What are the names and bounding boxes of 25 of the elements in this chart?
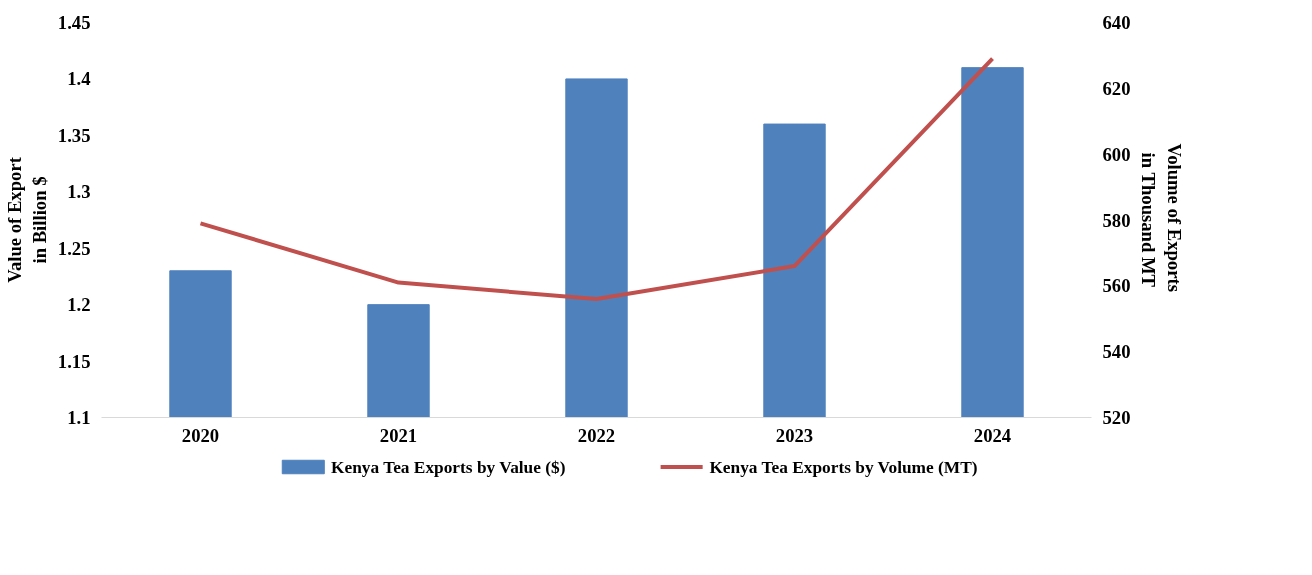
y2-tick-label: 520 <box>1102 407 1131 428</box>
x-tick-label: 2021 <box>379 424 418 446</box>
y2-axis-title: Volume of Exports in Thousand MT <box>1138 143 1185 292</box>
legend-label: Kenya Tea Exports by Volume (MT) <box>709 457 978 477</box>
y-tick-label: 1.25 <box>57 237 91 259</box>
y-tick-label: 1.2 <box>67 294 91 316</box>
y-tick-label: 1.35 <box>57 124 91 146</box>
y2-tick-label: 560 <box>1102 275 1131 297</box>
x-tick-label: 2023 <box>775 424 814 446</box>
y2-tick-label: 540 <box>1102 341 1131 363</box>
x-tick-label: 2024 <box>973 424 1012 446</box>
y-axis-title: Value of Export in Billion $ <box>3 156 50 283</box>
y-tick-label: 1.1 <box>67 407 91 428</box>
y-tick-label: 1.4 <box>67 68 91 90</box>
y2-tick-label: 640 <box>1102 12 1131 33</box>
y2-tick-label: 580 <box>1102 209 1131 231</box>
y-tick-label: 1.15 <box>57 350 91 372</box>
x-tick-label: 2022 <box>577 424 616 446</box>
line-series <box>198 56 995 301</box>
y2-tick-label: 600 <box>1102 143 1131 165</box>
y-tick-label: 1.45 <box>57 12 91 33</box>
legend-label: Kenya Tea Exports by Value ($) <box>331 457 566 477</box>
y-tick-label: 1.3 <box>67 181 91 203</box>
x-tick-label: 2020 <box>181 424 220 446</box>
y2-tick-label: 620 <box>1102 77 1131 99</box>
